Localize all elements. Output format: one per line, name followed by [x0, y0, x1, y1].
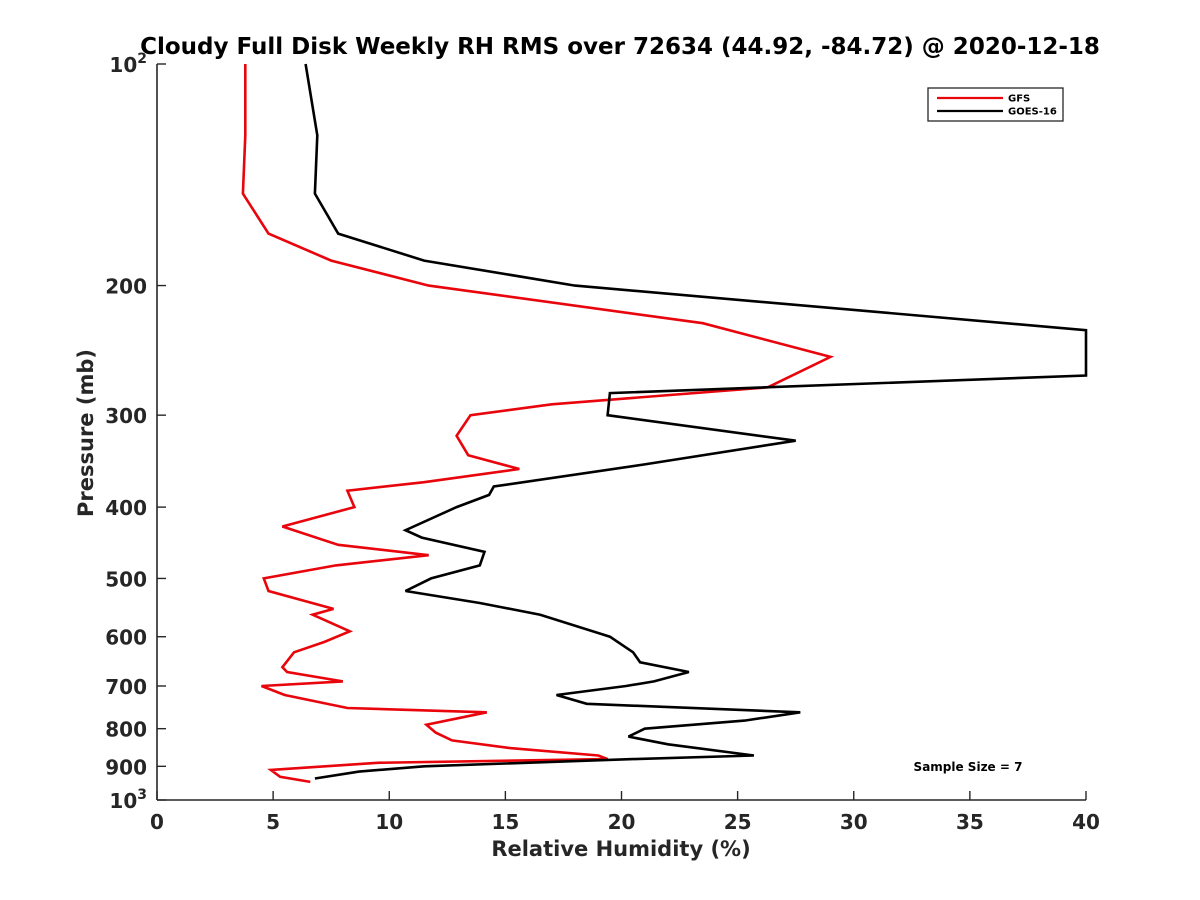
legend-box — [927, 87, 1064, 122]
y-tick-label: 900 — [105, 755, 147, 779]
y-tick-label-exponent: 3 — [137, 787, 147, 803]
chart-title: Cloudy Full Disk Weekly RH RMS over 7263… — [140, 34, 1100, 60]
x-tick-label: 5 — [266, 810, 280, 834]
y-axis-label: Pressure (mb) — [74, 349, 98, 517]
y-tick-label-base: 900 — [105, 755, 147, 779]
y-tick-label-base: 400 — [105, 496, 147, 520]
y-tick-label-base: 10 — [109, 53, 137, 77]
series-line-goes-16 — [304, 63, 1088, 780]
x-tick-label: 35 — [956, 810, 984, 834]
y-tick-label: 500 — [105, 567, 147, 591]
y-tick-label: 200 — [105, 275, 147, 299]
y-tick-label: 600 — [105, 626, 147, 650]
y-tick-label: 800 — [105, 718, 147, 742]
sample-size-annotation: Sample Size = 7 — [914, 760, 1023, 774]
y-tick-label-base: 200 — [105, 275, 147, 299]
legend-label-goes16: GOES-16 — [1008, 107, 1057, 118]
y-tick-label: 400 — [105, 496, 147, 520]
x-axis-ticks: 0 5 10 15 20 25 30 35 40 — [150, 791, 1100, 834]
y-tick-label: 300 — [105, 404, 147, 428]
x-tick-label: 25 — [724, 810, 752, 834]
x-tick-label: 15 — [491, 810, 519, 834]
x-tick-label: 20 — [608, 810, 636, 834]
y-tick-label: 700 — [105, 675, 147, 699]
y-tick-label-base: 800 — [105, 718, 147, 742]
y-tick-label-exponent: 2 — [137, 51, 147, 67]
series-layer — [241, 63, 1088, 784]
x-tick-label: 10 — [375, 810, 403, 834]
x-tick-label: 30 — [840, 810, 868, 834]
y-tick-label-base: 10 — [109, 789, 137, 813]
y-tick-label: 102 — [109, 51, 147, 77]
x-axis-label: Relative Humidity (%) — [491, 837, 750, 861]
legend: GFS GOES-16 — [927, 87, 1064, 122]
x-tick-label: 0 — [150, 810, 164, 834]
legend-label-gfs: GFS — [1008, 94, 1030, 105]
y-tick-label-base: 600 — [105, 626, 147, 650]
y-tick-label-base: 500 — [105, 567, 147, 591]
y-tick-label-base: 700 — [105, 675, 147, 699]
x-tick-label: 40 — [1072, 810, 1100, 834]
series-line-gfs — [241, 64, 835, 784]
y-tick-label: 103 — [109, 787, 147, 813]
y-tick-label-base: 300 — [105, 404, 147, 428]
